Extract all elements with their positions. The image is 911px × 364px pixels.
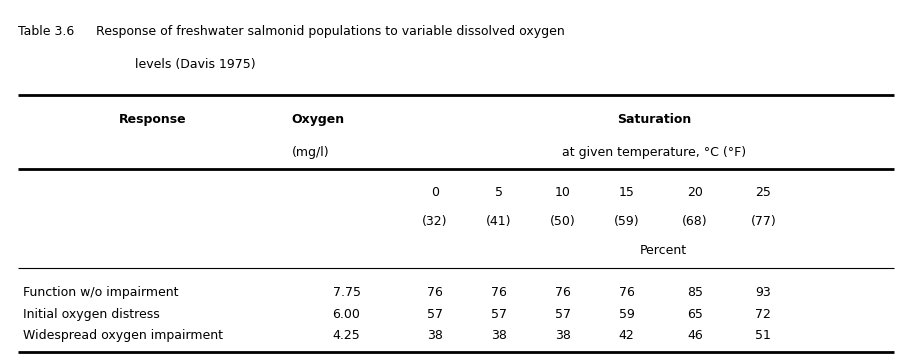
Text: 10: 10 xyxy=(554,186,570,199)
Text: 6.00: 6.00 xyxy=(333,308,360,321)
Text: 4.25: 4.25 xyxy=(333,329,360,343)
Text: 57: 57 xyxy=(490,308,507,321)
Text: 76: 76 xyxy=(490,286,507,299)
Text: Initial oxygen distress: Initial oxygen distress xyxy=(23,308,159,321)
Text: 72: 72 xyxy=(754,308,771,321)
Text: 65: 65 xyxy=(686,308,702,321)
Text: (mg/l): (mg/l) xyxy=(292,146,329,159)
Text: 5: 5 xyxy=(495,186,502,199)
Text: Response of freshwater salmonid populations to variable dissolved oxygen: Response of freshwater salmonid populati… xyxy=(96,25,564,39)
Text: (32): (32) xyxy=(422,215,447,228)
Text: Widespread oxygen impairment: Widespread oxygen impairment xyxy=(23,329,222,343)
Text: 57: 57 xyxy=(426,308,443,321)
Text: Percent: Percent xyxy=(639,244,686,257)
Text: 59: 59 xyxy=(618,308,634,321)
Text: (41): (41) xyxy=(486,215,511,228)
Text: (68): (68) xyxy=(681,215,707,228)
Text: 85: 85 xyxy=(686,286,702,299)
Text: at given temperature, °C (°F): at given temperature, °C (°F) xyxy=(562,146,745,159)
Text: 76: 76 xyxy=(618,286,634,299)
Text: 76: 76 xyxy=(426,286,443,299)
Text: Function w/o impairment: Function w/o impairment xyxy=(23,286,179,299)
Text: 46: 46 xyxy=(686,329,702,343)
Text: levels (Davis 1975): levels (Davis 1975) xyxy=(135,58,255,71)
Text: Table 3.6: Table 3.6 xyxy=(18,25,75,39)
Text: 93: 93 xyxy=(754,286,771,299)
Text: 38: 38 xyxy=(426,329,443,343)
Text: (77): (77) xyxy=(750,215,775,228)
Text: 42: 42 xyxy=(618,329,634,343)
Text: 15: 15 xyxy=(618,186,634,199)
Text: 76: 76 xyxy=(554,286,570,299)
Text: 7.75: 7.75 xyxy=(333,286,360,299)
Text: 20: 20 xyxy=(686,186,702,199)
Text: 51: 51 xyxy=(754,329,771,343)
Text: 25: 25 xyxy=(754,186,771,199)
Text: (50): (50) xyxy=(549,215,575,228)
Text: 38: 38 xyxy=(554,329,570,343)
Text: (59): (59) xyxy=(613,215,639,228)
Text: 0: 0 xyxy=(431,186,438,199)
Text: 38: 38 xyxy=(490,329,507,343)
Text: Response: Response xyxy=(118,113,187,126)
Text: Saturation: Saturation xyxy=(617,113,691,126)
Text: 57: 57 xyxy=(554,308,570,321)
Text: Oxygen: Oxygen xyxy=(292,113,344,126)
